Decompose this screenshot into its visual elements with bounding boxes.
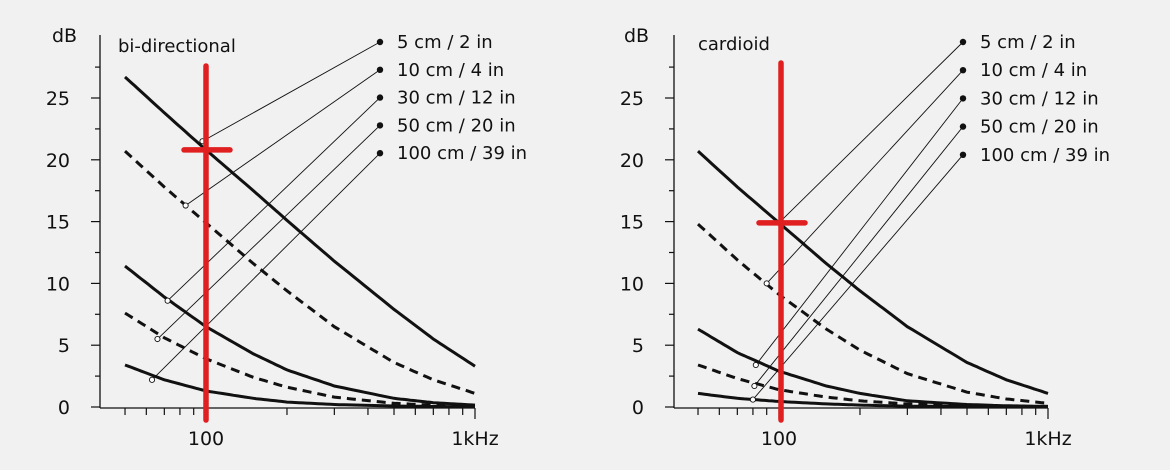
y-tick-label: 20 — [620, 150, 644, 172]
series-line-10-cm-4-in — [123, 149, 476, 395]
legend-dot-10-cm-4-in — [959, 67, 967, 74]
legend-dot-50-cm-20-in — [376, 122, 384, 129]
y-axis-unit-label: dB — [624, 25, 649, 47]
y-tick-label: 5 — [632, 335, 644, 357]
legend-dot-10-cm-4-in — [376, 66, 384, 74]
legend-dot-30-cm-12-in — [376, 94, 384, 101]
y-tick-label: 5 — [58, 335, 70, 357]
legend-label-30-cm-12-in: 30 cm / 12 in — [397, 88, 516, 109]
callout-point-10-cm-4-in — [182, 202, 189, 209]
legend-dot-50-cm-20-in — [959, 123, 967, 130]
y-tick-label: 25 — [620, 88, 644, 110]
y-tick-label: 10 — [620, 273, 644, 295]
legend-label-10-cm-4-in: 10 cm / 4 in — [397, 60, 504, 81]
series-line-5-cm-2-in — [696, 149, 1049, 395]
y-tick-label: 0 — [58, 397, 70, 419]
callout-line-10-cm-4-in — [766, 69, 964, 284]
legend-label-100-cm-39-in: 100 cm / 39 in — [980, 145, 1110, 166]
callout-line-100-cm-39-in — [151, 152, 381, 381]
legend-label-10-cm-4-in: 10 cm / 4 in — [980, 60, 1087, 81]
series-line-30-cm-12-in — [124, 264, 476, 407]
series-line-50-cm-20-in — [697, 363, 1049, 409]
x-tick-label: 100 — [761, 428, 797, 450]
callout-point-30-cm-12-in — [164, 297, 171, 304]
x-tick-label: 1kHz — [451, 428, 498, 450]
y-tick-label: 20 — [46, 150, 70, 172]
cardioid-chart: 0 5 10 15 20 25 100 1kHz dB cardioid 5 cm / 2 in 10… — [620, 25, 1110, 450]
callout-point-50-cm-20-in — [154, 335, 161, 343]
legend-label-50-cm-20-in: 50 cm / 20 in — [397, 115, 516, 136]
chart-title: bi-directional — [118, 36, 236, 57]
series-line-5-cm-2-in — [123, 75, 476, 368]
callout-point-30-cm-12-in — [752, 361, 759, 369]
legend-dot-5-cm-2-in — [376, 38, 384, 46]
legend-label-100-cm-39-in: 100 cm / 39 in — [397, 143, 527, 164]
callout-point-50-cm-20-in — [751, 382, 758, 390]
legend-dot-30-cm-12-in — [959, 95, 967, 102]
series-line-30-cm-12-in — [697, 327, 1049, 408]
callout-line-5-cm-2-in — [202, 41, 381, 142]
callout-line-100-cm-39-in — [752, 154, 964, 400]
callout-line-30-cm-12-in — [755, 98, 964, 366]
callout-line-10-cm-4-in — [185, 69, 381, 206]
y-tick-label: 25 — [46, 88, 70, 110]
y-tick-label: 15 — [620, 212, 644, 234]
series-line-50-cm-20-in — [124, 311, 476, 408]
legend-label-5-cm-2-in: 5 cm / 2 in — [397, 32, 493, 53]
y-axis-unit-label: dB — [52, 25, 77, 47]
legend-label-50-cm-20-in: 50 cm / 20 in — [980, 117, 1099, 138]
series-line-10-cm-4-in — [696, 222, 1049, 405]
callout-line-30-cm-12-in — [167, 97, 381, 302]
callout-line-5-cm-2-in — [778, 41, 964, 224]
legend-dot-100-cm-39-in — [376, 150, 384, 157]
legend-dot-5-cm-2-in — [959, 38, 967, 46]
callout-point-100-cm-39-in — [749, 396, 756, 403]
callout-point-100-cm-39-in — [148, 376, 156, 383]
bi-directional-chart: 0 5 10 15 20 25 100 1kHz dB bi-directional 5 cm / … — [46, 25, 527, 450]
callout-line-50-cm-20-in — [157, 125, 381, 340]
x-tick-label: 100 — [188, 428, 224, 450]
callout-point-10-cm-4-in — [763, 280, 770, 287]
legend-label-30-cm-12-in: 30 cm / 12 in — [980, 88, 1099, 109]
chart-title: cardioid — [698, 34, 770, 55]
legend-label-5-cm-2-in: 5 cm / 2 in — [980, 32, 1076, 53]
legend-dot-100-cm-39-in — [959, 151, 967, 158]
y-tick-label: 0 — [632, 397, 644, 419]
y-tick-label: 15 — [46, 212, 70, 234]
series-line-100-cm-39-in — [124, 363, 476, 409]
x-tick-label: 1kHz — [1024, 428, 1071, 450]
callout-line-50-cm-20-in — [754, 126, 964, 387]
y-tick-label: 10 — [46, 273, 70, 295]
